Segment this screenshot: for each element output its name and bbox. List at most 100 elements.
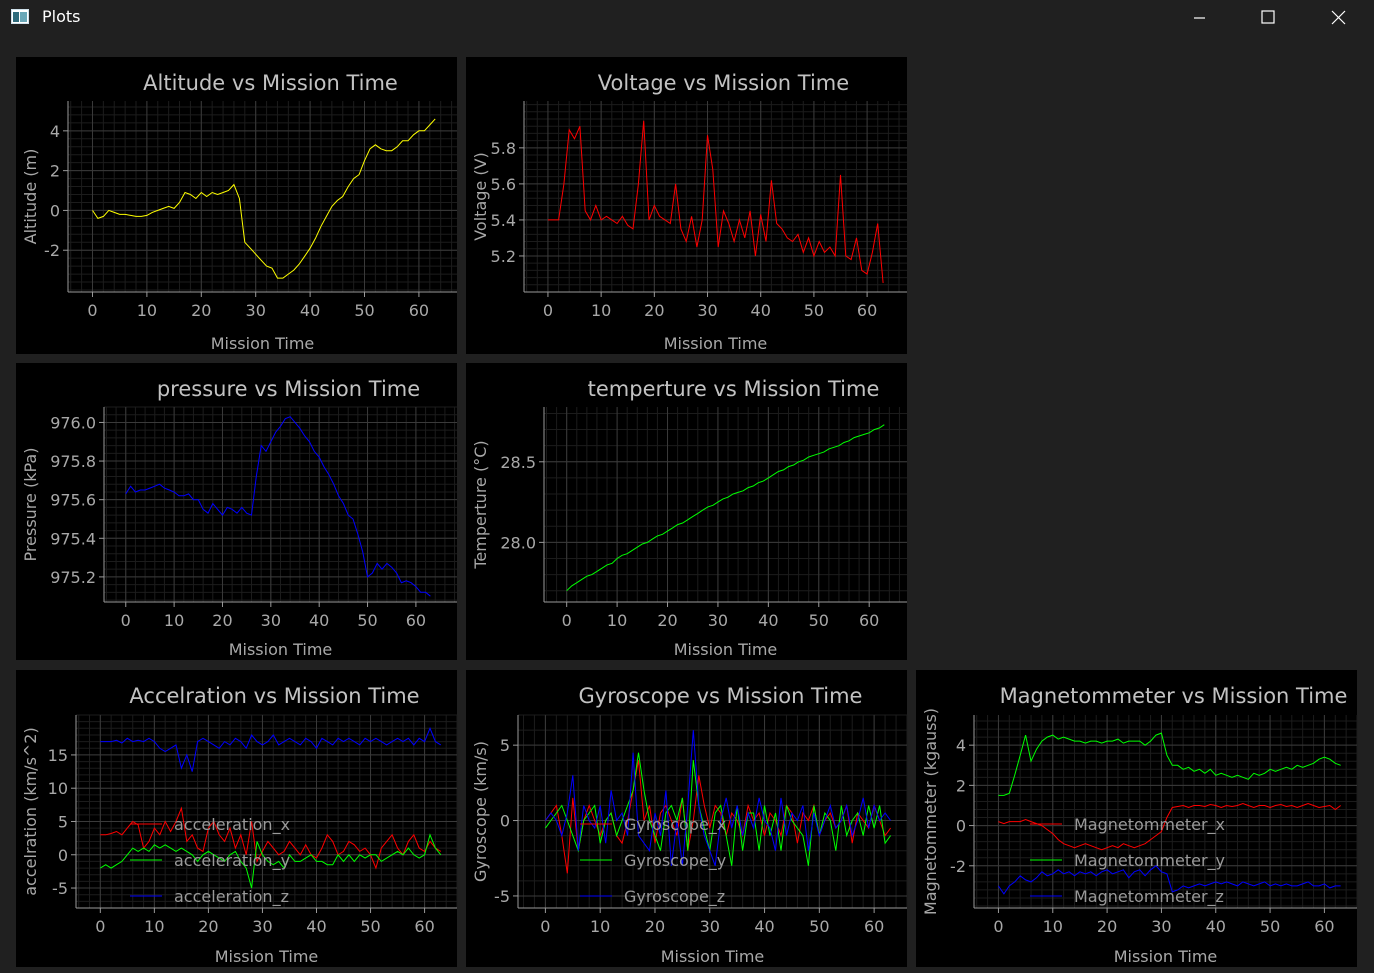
minimize-icon xyxy=(1194,17,1205,19)
x-axis-label: Mission Time xyxy=(1114,947,1218,966)
app-icon xyxy=(11,9,29,24)
legend-label: Gyroscope_y xyxy=(624,851,726,871)
y-tick-label: -5 xyxy=(494,887,510,906)
y-tick-label: 5.8 xyxy=(491,139,516,158)
x-tick-label: 20 xyxy=(645,917,665,936)
x-tick-label: 40 xyxy=(309,611,329,630)
y-tick-label: 0 xyxy=(500,812,510,831)
x-tick-label: 60 xyxy=(1314,917,1334,936)
series-line-acceleration_y xyxy=(100,833,442,889)
y-tick-label: 975.8 xyxy=(50,452,96,471)
x-tick-label: 0 xyxy=(993,917,1003,936)
y-axis-label: Temperture (°C) xyxy=(471,440,490,569)
x-tick-label: 10 xyxy=(164,611,184,630)
legend-label: Gyroscope_z xyxy=(624,887,725,907)
x-tick-label: 50 xyxy=(1260,917,1280,936)
x-tick-label: 50 xyxy=(809,917,829,936)
chart-altitude: 0 10 20 30 40 50 60 -2 0 2 4 Altitude vs Mission Ti… xyxy=(16,57,457,354)
y-tick-label: 4 xyxy=(956,736,966,755)
y-tick-label: 5 xyxy=(58,812,68,831)
series-line-Magnetommeter_z xyxy=(997,865,1341,895)
chart-voltage: 0 10 20 30 40 50 60 5.2 5.4 5.6 5.8 Voltage vs Miss… xyxy=(466,57,907,354)
chart-title: Voltage vs Mission Time xyxy=(598,71,849,95)
x-tick-label: 10 xyxy=(1043,917,1063,936)
y-tick-label: 28.0 xyxy=(500,533,536,552)
x-axis-label: Mission Time xyxy=(215,947,319,966)
y-tick-label: 10 xyxy=(48,779,68,798)
series-line-Magnetommeter_x xyxy=(998,802,1341,851)
x-tick-label: 20 xyxy=(1097,917,1117,936)
y-tick-label: 4 xyxy=(50,122,60,141)
x-tick-label: 40 xyxy=(1206,917,1226,936)
series-line-Magnetommeter_y xyxy=(998,732,1341,796)
y-tick-label: -5 xyxy=(52,879,68,898)
x-tick-label: 0 xyxy=(95,917,105,936)
y-axis-label: Gyroscope (km/s) xyxy=(471,741,490,882)
x-tick-label: 50 xyxy=(360,917,380,936)
maximize-icon xyxy=(1261,10,1275,24)
x-tick-label: 60 xyxy=(414,917,434,936)
x-tick-label: 40 xyxy=(758,611,778,630)
x-tick-label: 60 xyxy=(859,611,879,630)
y-tick-label: 28.5 xyxy=(500,453,536,472)
series-line-altitude xyxy=(92,118,436,279)
y-axis-label: Altitude (m) xyxy=(21,149,40,245)
y-tick-label: 15 xyxy=(48,746,68,765)
x-tick-label: 10 xyxy=(144,917,164,936)
x-tick-label: 20 xyxy=(644,301,664,320)
y-axis-label: Pressure (kPa) xyxy=(21,448,40,562)
y-tick-label: 5.2 xyxy=(491,247,516,266)
chart-title: Altitude vs Mission Time xyxy=(143,71,398,95)
y-tick-label: 0 xyxy=(956,817,966,836)
x-tick-label: 20 xyxy=(198,917,218,936)
legend-label: Magnetommeter_y xyxy=(1074,851,1225,871)
x-tick-label: 40 xyxy=(306,917,326,936)
x-tick-label: 0 xyxy=(543,301,553,320)
x-tick-label: 10 xyxy=(607,611,627,630)
minimize-button[interactable] xyxy=(1164,0,1234,36)
x-axis-label: Mission Time xyxy=(229,640,333,659)
chart-title: Magnetommeter vs Mission Time xyxy=(1000,684,1348,708)
y-tick-label: 975.2 xyxy=(50,568,96,587)
chart-panel xyxy=(16,363,457,660)
window-title: Plots xyxy=(42,7,81,26)
y-tick-label: 975.4 xyxy=(50,529,96,548)
legend-label: acceleration_y xyxy=(174,851,290,871)
chart-acceleration: 0 10 20 30 40 50 60 -5 0 5 10 15 Accelration vs Miss… xyxy=(16,670,458,967)
y-tick-label: 5 xyxy=(500,736,510,755)
close-button[interactable] xyxy=(1303,0,1373,36)
x-tick-label: 30 xyxy=(697,301,717,320)
x-tick-label: 60 xyxy=(406,611,426,630)
x-tick-label: 60 xyxy=(409,301,429,320)
x-tick-label: 50 xyxy=(357,611,377,630)
y-tick-label: 976.0 xyxy=(50,413,96,432)
y-tick-label: 2 xyxy=(50,162,60,181)
legend-label: Magnetommeter_z xyxy=(1074,887,1224,907)
x-tick-label: 60 xyxy=(864,917,884,936)
x-tick-label: 0 xyxy=(540,917,550,936)
x-tick-label: 50 xyxy=(804,301,824,320)
x-tick-label: 30 xyxy=(700,917,720,936)
x-tick-label: 10 xyxy=(590,917,610,936)
maximize-button[interactable] xyxy=(1233,0,1303,36)
chart-title: pressure vs Mission Time xyxy=(157,377,420,401)
close-icon xyxy=(1331,10,1346,25)
x-tick-label: 30 xyxy=(252,917,272,936)
legend-label: Gyroscope_x xyxy=(624,815,726,835)
x-tick-label: 60 xyxy=(857,301,877,320)
series-line-temperature xyxy=(566,424,885,592)
chart-gyroscope: 0 10 20 30 40 50 60 -5 0 5 Gyroscope vs Mission Ti… xyxy=(466,670,908,967)
y-tick-label: 0 xyxy=(50,201,60,220)
y-tick-label: -2 xyxy=(950,857,966,876)
x-tick-label: 10 xyxy=(591,301,611,320)
y-tick-label: -2 xyxy=(44,241,60,260)
x-tick-label: 10 xyxy=(137,301,157,320)
legend-label: acceleration_x xyxy=(174,815,290,835)
chart-title: Gyroscope vs Mission Time xyxy=(579,684,863,708)
x-tick-label: 30 xyxy=(708,611,728,630)
x-tick-label: 30 xyxy=(261,611,281,630)
x-tick-label: 20 xyxy=(657,611,677,630)
chart-magnetometer: 0 10 20 30 40 50 60 -2 0 2 4 Magnetommeter vs Missi… xyxy=(916,670,1358,967)
chart-title: Accelration vs Mission Time xyxy=(129,684,419,708)
chart-panel xyxy=(916,670,1357,967)
